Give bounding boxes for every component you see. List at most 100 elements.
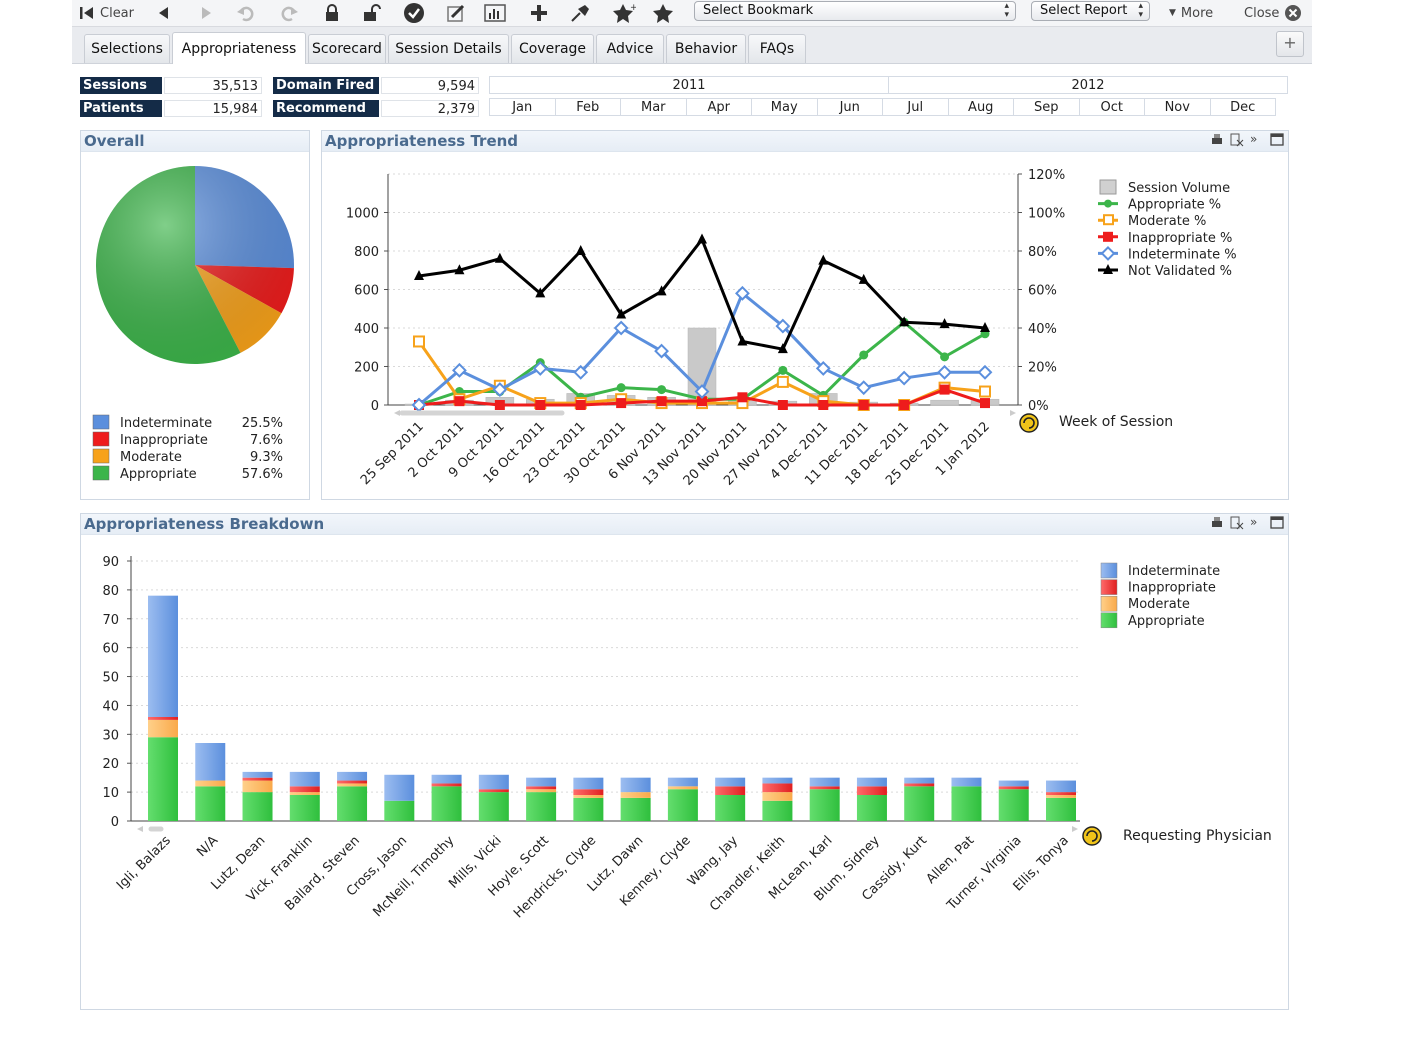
bar-segment-moderate[interactable] [526,789,557,793]
tab-scorecard[interactable]: Scorecard [308,34,386,63]
month-nov[interactable]: Nov [1144,98,1211,116]
redo-button[interactable] [279,2,299,24]
data-point-not-validated[interactable] [858,273,869,284]
scroll-right-arrow-icon[interactable] [1010,410,1016,416]
data-point-inappropriate[interactable] [535,400,546,410]
report-select[interactable]: Select Report ▴ ▾ [1031,1,1150,21]
edit-button[interactable] [446,2,466,24]
tab-session-details[interactable]: Session Details [388,34,509,63]
bar-segment-inappropriate[interactable] [762,783,793,793]
bar-segment-inappropriate[interactable] [526,786,557,790]
bar-segment-inappropriate[interactable] [289,786,320,793]
data-point-appropriate[interactable] [616,383,626,393]
data-point-indeterminate[interactable] [815,361,831,376]
data-point-inappropriate[interactable] [899,400,910,410]
month-jul[interactable]: Jul [882,98,949,116]
bar-segment-appropriate[interactable] [715,795,746,821]
bar-segment-indeterminate[interactable] [242,771,273,778]
data-point-moderate[interactable] [776,375,789,388]
bar-segment-indeterminate[interactable] [478,774,509,790]
maximize-icon[interactable] [1270,133,1284,147]
data-point-not-validated[interactable] [575,245,586,255]
bar-segment-indeterminate[interactable] [762,777,793,784]
data-point-not-validated[interactable] [656,285,667,296]
data-point-not-validated[interactable] [697,233,707,244]
bar-segment-indeterminate[interactable] [573,777,604,790]
data-point-indeterminate[interactable] [856,380,872,396]
data-point-not-validated[interactable] [980,322,990,332]
bar-segment-indeterminate[interactable] [809,777,840,787]
data-point-indeterminate[interactable] [896,370,912,386]
data-point-not-validated[interactable] [899,316,910,327]
tab-advice[interactable]: Advice [596,34,664,63]
bar-segment-indeterminate[interactable] [337,771,368,781]
data-point-appropriate[interactable] [940,352,950,362]
month-feb[interactable]: Feb [554,98,621,116]
print-icon[interactable] [1210,133,1224,147]
data-point-indeterminate[interactable] [654,343,669,359]
add-bookmark-button[interactable]: + [612,2,636,24]
bar-segment-indeterminate[interactable] [1046,780,1076,793]
lock-button[interactable] [323,2,341,24]
bar-segment-moderate[interactable] [195,780,226,787]
bar-segment-inappropriate[interactable] [148,717,178,720]
data-point-inappropriate[interactable] [616,398,627,409]
back-button[interactable] [156,2,172,24]
bar-segment-indeterminate[interactable] [951,777,982,787]
scroll-left-arrow-icon[interactable] [394,410,400,416]
data-point-not-validated[interactable] [777,343,788,354]
bar-segment-indeterminate[interactable] [195,743,226,781]
scroll-right-arrow-icon[interactable] [1072,826,1078,832]
bar-segment-moderate[interactable] [242,780,273,793]
tab-faqs[interactable]: FAQs [748,34,806,63]
bar-segment-moderate[interactable] [1046,795,1076,798]
data-point-not-validated[interactable] [818,254,829,265]
data-point-inappropriate[interactable] [656,396,667,407]
tab-coverage[interactable]: Coverage [511,34,594,63]
data-point-inappropriate[interactable] [697,396,707,407]
bar-segment-indeterminate[interactable] [998,780,1029,787]
data-point-indeterminate[interactable] [694,384,710,399]
bar-segment-indeterminate[interactable] [384,774,415,801]
bar-segment-inappropriate[interactable] [573,789,604,795]
data-point-inappropriate[interactable] [575,400,586,410]
tab-behavior[interactable]: Behavior [666,34,746,63]
year-2011[interactable]: 2011 [489,76,889,94]
month-jun[interactable]: Jun [816,98,883,116]
bar-segment-appropriate[interactable] [620,797,651,821]
data-point-not-validated[interactable] [494,252,505,263]
data-point-inappropriate[interactable] [737,392,748,403]
bar-segment-inappropriate[interactable] [478,789,509,793]
bar-segment-indeterminate[interactable] [148,595,178,717]
bar-segment-inappropriate[interactable] [1046,792,1076,795]
cycle-icon[interactable] [1082,826,1102,846]
add-tab-button[interactable]: + [1276,31,1304,57]
data-point-inappropriate[interactable] [454,396,465,407]
bookmark-select[interactable]: Select Bookmark ▴ ▾ [694,1,1016,21]
bar-segment-moderate[interactable] [667,786,698,790]
bar-segment-moderate[interactable] [289,792,320,795]
chart-button[interactable] [484,2,506,24]
bar-segment-appropriate[interactable] [667,789,698,821]
data-point-not-validated[interactable] [939,318,950,329]
data-point-indeterminate[interactable] [977,364,993,380]
bar-segment-indeterminate[interactable] [526,777,557,787]
bookmark-button[interactable] [652,2,676,24]
more-options-icon[interactable]: » [1250,132,1258,146]
bar-segment-inappropriate[interactable] [856,786,887,795]
scroll-left-arrow-icon[interactable] [137,826,143,832]
undo-button[interactable] [236,2,256,24]
data-point-indeterminate[interactable] [613,320,629,336]
bar-segment-inappropriate[interactable] [904,783,935,787]
bar-segment-indeterminate[interactable] [667,777,698,787]
bar-segment-appropriate[interactable] [951,786,982,821]
clear-button[interactable]: Clear [78,2,134,24]
close-button[interactable]: Close [1244,2,1302,24]
data-point-indeterminate[interactable] [532,361,548,376]
bar-segment-inappropriate[interactable] [242,777,273,781]
data-point-appropriate[interactable] [778,365,788,375]
bar-segment-appropriate[interactable] [762,800,793,821]
data-point-inappropriate[interactable] [777,400,788,410]
data-point-inappropriate[interactable] [939,384,950,395]
data-point-indeterminate[interactable] [573,364,589,380]
